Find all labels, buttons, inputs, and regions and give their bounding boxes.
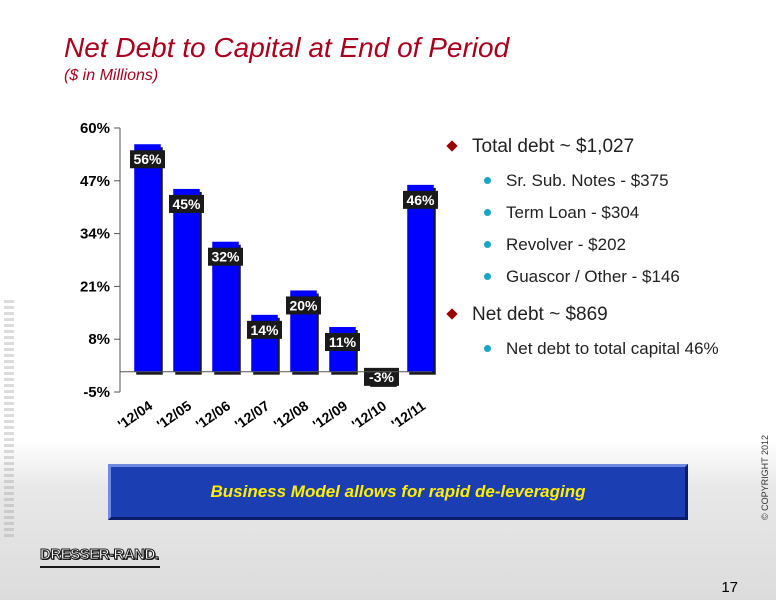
data-label: 45% bbox=[172, 196, 201, 212]
data-label: 56% bbox=[133, 151, 162, 167]
sub-bullet: Net debt to total capital 46% bbox=[444, 338, 744, 360]
y-tick-label: 8% bbox=[88, 331, 110, 348]
logo-underline bbox=[40, 566, 160, 568]
data-label: 20% bbox=[289, 297, 318, 313]
y-tick-label: 47% bbox=[80, 173, 110, 190]
data-label: 46% bbox=[406, 192, 435, 208]
data-label-box bbox=[247, 320, 282, 339]
data-label-box bbox=[403, 190, 438, 209]
data-label: 14% bbox=[250, 322, 279, 338]
data-label: 11% bbox=[329, 334, 357, 350]
dot-bullet-icon bbox=[484, 241, 491, 248]
sub-bullet: Guascor / Other - $146 bbox=[444, 266, 744, 288]
key-message-banner: Business Model allows for rapid de-lever… bbox=[108, 464, 688, 520]
sub-bullet: Term Loan - $304 bbox=[444, 202, 744, 224]
sub-bullet: Sr. Sub. Notes - $375 bbox=[444, 170, 744, 192]
y-tick-label: 21% bbox=[80, 278, 110, 295]
slide-title: Net Debt to Capital at End of Period bbox=[64, 32, 510, 63]
x-tick-label: '12/07 bbox=[232, 397, 273, 432]
dot-bullet-icon bbox=[484, 177, 491, 184]
side-watermark bbox=[4, 300, 14, 540]
x-tick-label: '12/09 bbox=[310, 397, 351, 432]
data-label-box bbox=[286, 296, 321, 315]
bullet-net-debt: Net debt ~ $869 bbox=[444, 298, 744, 332]
x-tick-label: '12/04 bbox=[115, 397, 156, 432]
bullet-list: Total debt ~ $1,027 Sr. Sub. Notes - $37… bbox=[444, 130, 744, 370]
copyright-note: © COPYRIGHT 2012 bbox=[760, 435, 770, 520]
slide-subtitle: ($ in Millions) bbox=[64, 67, 159, 84]
data-label-box bbox=[208, 247, 243, 266]
company-logo: DRESSER-RAND. bbox=[40, 546, 160, 564]
data-label-box bbox=[364, 367, 399, 386]
bar bbox=[173, 188, 200, 372]
page-number: 17 bbox=[721, 579, 738, 596]
data-label: 32% bbox=[211, 249, 240, 265]
dot-bullet-icon bbox=[484, 345, 491, 352]
net-debt-bar-chart: 56% '12/04 45% '12/05 32% '12/06 14% '12/07 20% '… bbox=[80, 120, 438, 432]
dot-bullet-icon bbox=[484, 209, 491, 216]
diamond-bullet-icon bbox=[446, 308, 458, 320]
x-tick-label: '12/10 bbox=[349, 397, 390, 432]
data-label: -3% bbox=[369, 369, 394, 385]
x-tick-label: '12/11 bbox=[388, 397, 428, 432]
x-tick-label: '12/06 bbox=[193, 397, 234, 432]
y-tick-label: 60% bbox=[80, 120, 110, 137]
x-tick-label: '12/05 bbox=[154, 397, 195, 432]
sub-bullet: Revolver - $202 bbox=[444, 234, 744, 256]
y-tick-label: 34% bbox=[80, 226, 110, 243]
y-tick-label: -5% bbox=[83, 384, 110, 401]
bar bbox=[134, 144, 161, 372]
bullet-total-debt: Total debt ~ $1,027 bbox=[444, 130, 744, 164]
data-label-box bbox=[169, 194, 204, 213]
data-label-box bbox=[130, 150, 165, 169]
x-tick-label: '12/08 bbox=[271, 397, 312, 432]
data-label-box bbox=[325, 333, 360, 352]
diamond-bullet-icon bbox=[446, 140, 458, 152]
dot-bullet-icon bbox=[484, 273, 491, 280]
bar bbox=[407, 184, 434, 372]
banner-text: Business Model allows for rapid de-lever… bbox=[210, 482, 586, 501]
